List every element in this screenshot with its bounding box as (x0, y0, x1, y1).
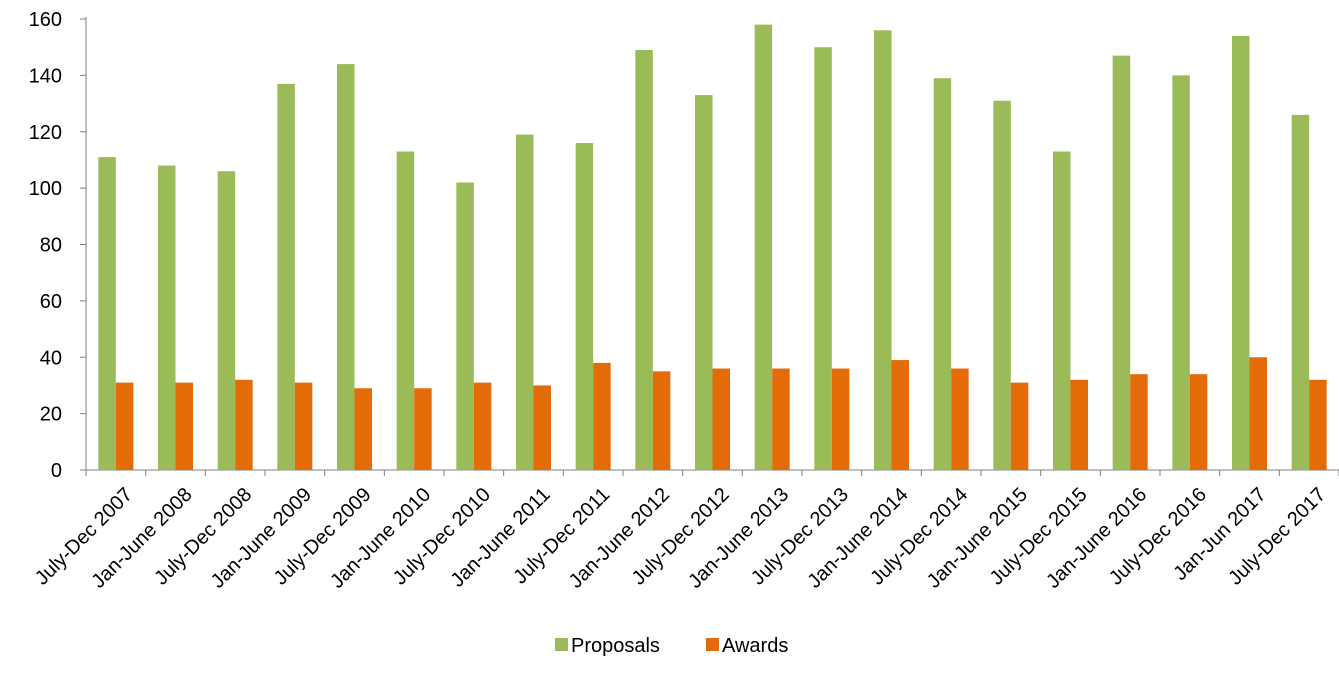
bar-awards (473, 382, 492, 470)
bar-proposals (814, 47, 832, 470)
bar-awards (891, 360, 909, 470)
bar-awards (951, 368, 969, 470)
bar-awards (1010, 382, 1029, 470)
bar-awards (652, 371, 671, 470)
bar-proposals (217, 171, 236, 470)
bar-awards (1130, 374, 1148, 470)
bar-awards (294, 382, 313, 470)
bar-proposals (516, 134, 534, 470)
bar-awards (533, 385, 551, 470)
bar-proposals (754, 24, 773, 470)
bar-proposals (98, 157, 116, 470)
bar-awards (593, 362, 611, 470)
y-tick-label: 100 (29, 178, 62, 200)
bar-awards (175, 382, 193, 470)
legend-swatch (706, 638, 719, 651)
y-tick-label: 140 (29, 65, 62, 87)
bar-proposals (158, 165, 176, 470)
bar-proposals (396, 151, 415, 470)
bar-proposals (1112, 55, 1131, 471)
bar-proposals (933, 78, 952, 470)
bar-awards (1249, 357, 1267, 470)
legend-swatch (555, 638, 568, 651)
bar-awards (772, 368, 790, 470)
bar-proposals (1053, 151, 1071, 470)
bar-awards (1070, 379, 1088, 470)
y-tick-label: 20 (40, 404, 62, 426)
bar-awards (712, 368, 730, 470)
bar-proposals (337, 64, 355, 470)
legend-label: Proposals (571, 635, 660, 657)
bar-proposals (1232, 35, 1250, 470)
bar-awards (235, 379, 253, 470)
bar-proposals (575, 143, 594, 470)
y-tick-label: 120 (29, 122, 62, 144)
y-tick-label: 60 (40, 291, 62, 313)
bar-awards (831, 368, 850, 470)
bar-proposals (1291, 114, 1310, 471)
bar-awards (1189, 374, 1208, 470)
bar-awards (1309, 379, 1327, 470)
bar-proposals (1172, 75, 1190, 470)
bar-proposals (277, 83, 295, 471)
bar-proposals (456, 182, 474, 471)
y-tick-label: 40 (40, 347, 62, 369)
bar-proposals (635, 50, 653, 470)
bar-proposals (695, 95, 713, 470)
bar-awards (414, 388, 432, 470)
y-tick-label: 0 (51, 460, 62, 482)
bar-proposals (993, 100, 1011, 471)
y-tick-label: 160 (29, 9, 62, 31)
bar-proposals (874, 30, 892, 471)
legend-label: Awards (722, 635, 788, 657)
bar-awards (354, 388, 372, 470)
y-tick-label: 80 (40, 235, 62, 257)
bar-awards (115, 382, 134, 470)
